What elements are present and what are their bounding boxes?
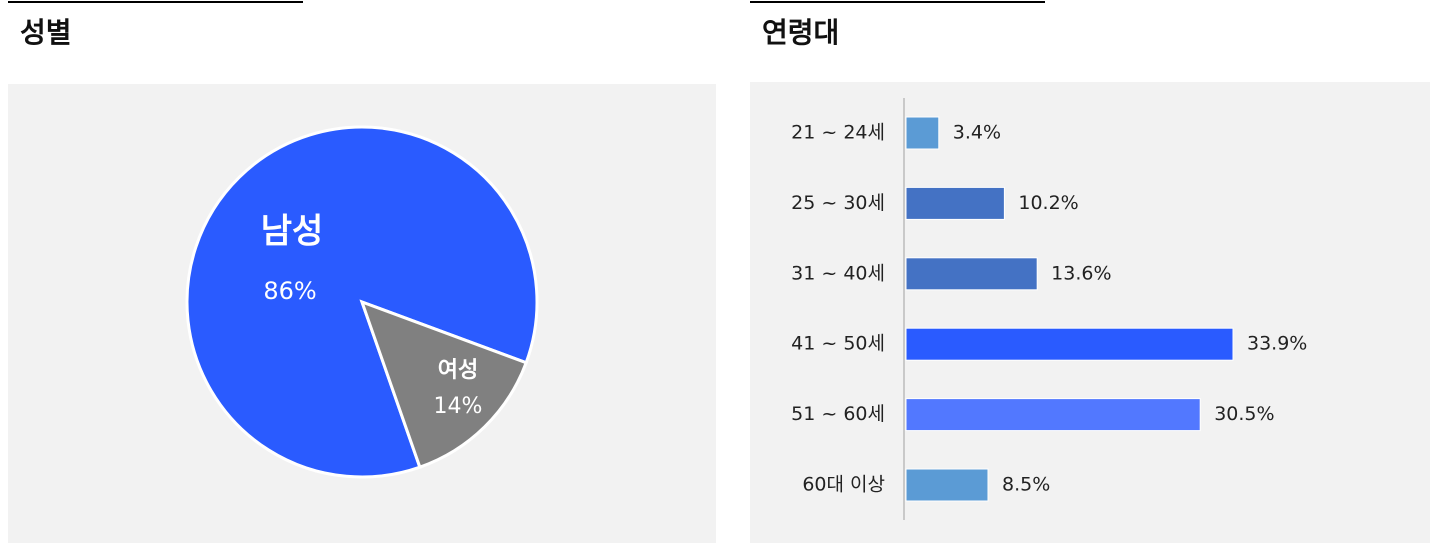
bar: [905, 257, 1038, 291]
value-label: 33.9%: [1247, 333, 1307, 355]
section-title: 성별: [20, 16, 72, 49]
bar: [905, 398, 1201, 432]
section-title: 연령대: [762, 16, 839, 49]
category-label: 41 ~ 50세: [791, 333, 885, 355]
category-label: 51 ~ 60세: [791, 403, 885, 425]
bar: [905, 186, 1005, 220]
bar: [905, 468, 989, 502]
bar: [905, 116, 940, 150]
category-label: 25 ~ 30세: [791, 192, 885, 214]
value-label: 10.2%: [1018, 192, 1078, 214]
value-label: 3.4%: [953, 122, 1001, 144]
pie-slice: [359, 299, 529, 470]
category-label: 21 ~ 24세: [791, 122, 885, 144]
slice-value: 14%: [434, 394, 483, 419]
bar: [905, 327, 1234, 361]
value-label: 13.6%: [1051, 262, 1111, 284]
category-label: 60대 이상: [802, 474, 885, 496]
value-label: 30.5%: [1214, 403, 1274, 425]
slice-name: 여성: [438, 358, 478, 383]
slice-name: 남성: [261, 212, 324, 252]
panel: [750, 82, 1430, 543]
category-label: 31 ~ 40세: [791, 262, 885, 284]
value-label: 8.5%: [1002, 474, 1050, 496]
slice-value: 86%: [263, 277, 316, 305]
